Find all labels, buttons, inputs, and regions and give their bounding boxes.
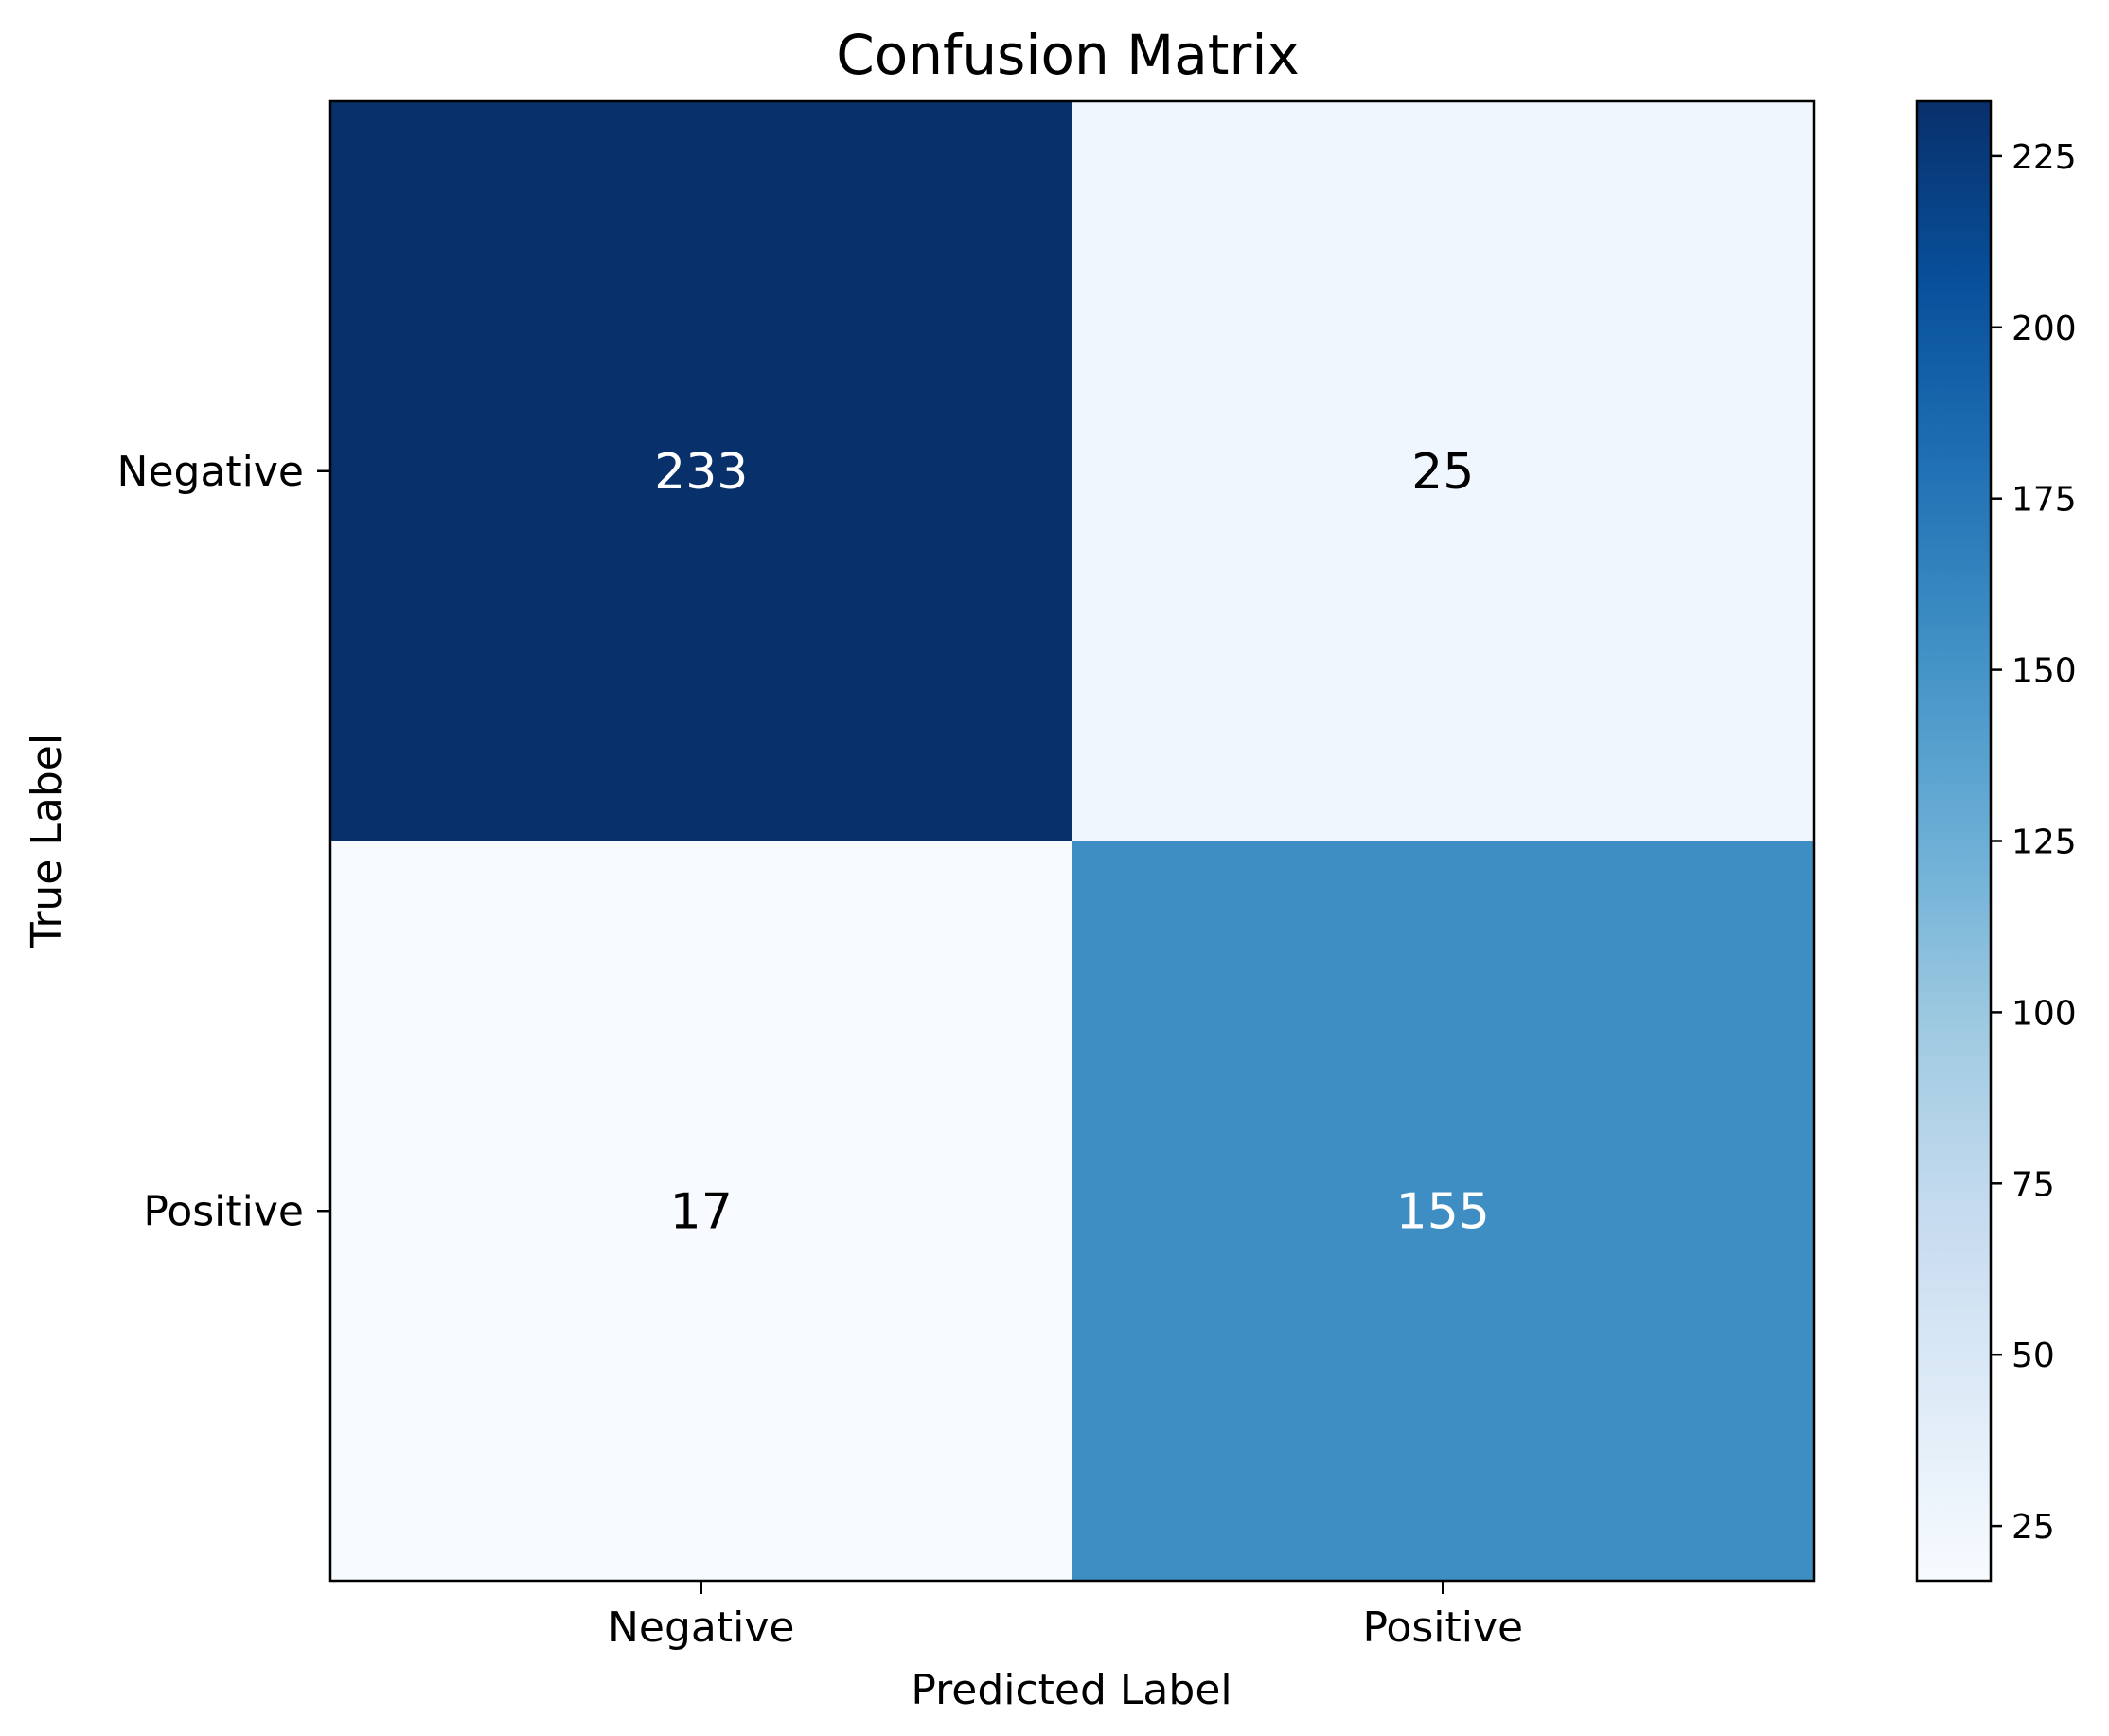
heatmap-cell-r0-c1 [1072, 101, 1815, 841]
colorbar-tick-label: 175 [2012, 481, 2077, 520]
x-tick-label: Negative [608, 1603, 794, 1652]
heatmap-cell-r1-c1 [1072, 841, 1815, 1582]
plot-frame [328, 99, 1816, 1583]
colorbar-tick-label: 225 [2012, 138, 2077, 177]
colorbar-tick-label: 200 [2012, 310, 2077, 348]
heatmap-cell-labels: 233 25 17 155 [654, 444, 1490, 1241]
colorbar-tick-label: 150 [2012, 652, 2077, 691]
cell-value-label: 17 [670, 1183, 733, 1240]
y-tick-label: Positive [143, 1187, 304, 1235]
chart-title: Confusion Matrix [836, 23, 1300, 87]
cell-value-label: 155 [1396, 1183, 1490, 1240]
heatmap-cells [330, 101, 1815, 1582]
heatmap-cell-r0-c0 [330, 101, 1072, 841]
y-axis-ticks: Negative Positive [117, 448, 330, 1235]
heatmap-cell-r1-c0 [330, 841, 1072, 1582]
cell-value-label: 25 [1411, 444, 1474, 501]
colorbar [1917, 101, 1991, 1581]
x-axis-ticks: Negative Positive [608, 1581, 1523, 1652]
colorbar-tick-label: 75 [2012, 1165, 2055, 1204]
y-tick-label: Negative [117, 448, 304, 496]
cell-value-label: 233 [654, 444, 748, 501]
x-axis-label: Predicted Label [911, 1666, 1232, 1714]
y-axis-label: True Label [23, 734, 71, 948]
colorbar-tick-label: 25 [2012, 1508, 2055, 1547]
x-tick-label: Positive [1362, 1603, 1523, 1652]
colorbar-tick-label: 100 [2012, 994, 2077, 1033]
colorbar-tick-label: 50 [2012, 1337, 2055, 1375]
colorbar-ticks: 25 50 75 100 125 150 175 200 225 [1991, 138, 2077, 1547]
colorbar-tick-label: 125 [2012, 824, 2077, 862]
